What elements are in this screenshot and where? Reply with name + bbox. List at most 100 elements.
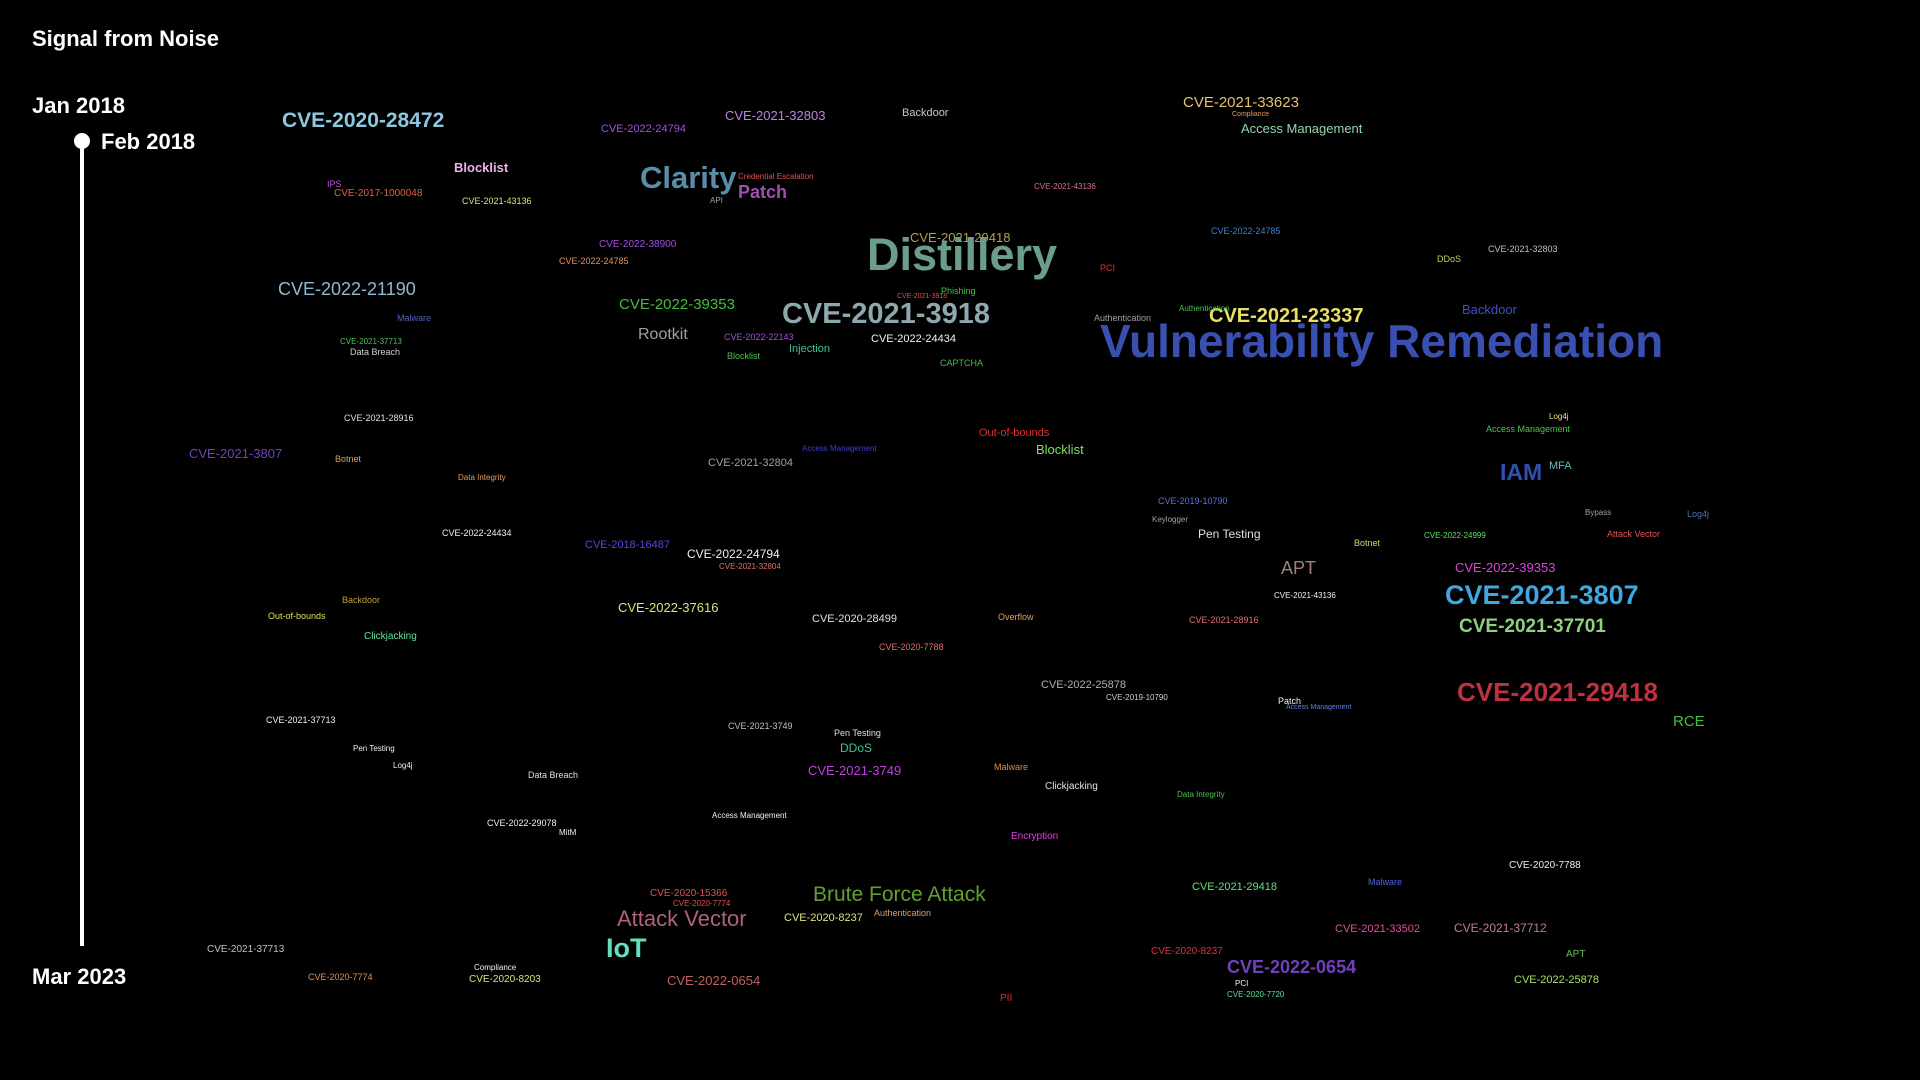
cloud-term[interactable]: CVE-2022-24785 [559,256,629,266]
cloud-term[interactable]: Botnet [1354,538,1381,548]
cloud-term[interactable]: CVE-2021-3749 [808,763,902,778]
cloud-term[interactable]: Credential Escalation [738,172,814,181]
cloud-term[interactable]: IoT [606,933,647,963]
cloud-term[interactable]: CVE-2022-24794 [601,123,687,135]
cloud-term[interactable]: Authentication [1094,313,1152,323]
cloud-term[interactable]: CVE-2021-3749 [728,721,793,731]
timeline-slider-handle[interactable] [74,133,90,149]
cloud-term[interactable]: Bypass [1585,508,1612,517]
timeline-slider-track[interactable] [80,140,84,946]
cloud-term[interactable]: CVE-2022-21190 [278,279,416,299]
cloud-term[interactable]: CVE-2021-37712 [1454,921,1547,935]
cloud-term[interactable]: CVE-2020-8203 [469,974,541,985]
cloud-term[interactable]: Phishing [941,286,976,296]
cloud-term[interactable]: Rootkit [638,326,688,343]
cloud-term[interactable]: CVE-2022-37616 [618,600,719,615]
cloud-term[interactable]: Distillery [867,229,1058,280]
cloud-term[interactable]: CVE-2022-0654 [1227,957,1357,977]
cloud-term[interactable]: DDoS [1437,254,1462,264]
cloud-term[interactable]: CVE-2021-28916 [1189,615,1259,625]
cloud-term[interactable]: Backdoor [342,595,381,605]
cloud-term[interactable]: CVE-2022-22143 [724,332,794,342]
cloud-term[interactable]: CVE-2022-24434 [871,333,957,345]
cloud-term[interactable]: CVE-2020-28499 [812,613,898,625]
cloud-term[interactable]: CVE-2020-7788 [1509,860,1581,871]
cloud-term[interactable]: Overflow [998,612,1034,622]
cloud-term[interactable]: IPS [327,179,342,189]
cloud-term[interactable]: CVE-2021-32803 [725,108,826,123]
cloud-term[interactable]: Malware [994,762,1029,772]
cloud-term[interactable]: Keylogger [1152,515,1189,524]
cloud-term[interactable]: CVE-2022-24785 [1211,226,1281,236]
cloud-term[interactable]: CVE-2021-3807 [1445,580,1639,610]
cloud-term[interactable]: Blocklist [454,160,509,175]
cloud-term[interactable]: Data Integrity [458,473,506,482]
cloud-term[interactable]: CVE-2022-25878 [1514,974,1600,986]
cloud-term[interactable]: CVE-2020-28472 [282,109,445,132]
cloud-term[interactable]: APT [1566,949,1586,960]
cloud-term[interactable]: PII [1000,993,1013,1004]
cloud-term[interactable]: IAM [1500,459,1543,485]
cloud-term[interactable]: CVE-2020-8237 [1151,946,1223,957]
cloud-term[interactable]: CVE-2018-16487 [585,539,671,551]
cloud-term[interactable]: Log4j [1687,509,1710,519]
cloud-term[interactable]: Malware [1368,877,1403,887]
cloud-term[interactable]: CVE-2020-7774 [673,899,731,908]
cloud-term[interactable]: Out-of-bounds [268,611,326,621]
cloud-term[interactable]: Authentication [1179,304,1230,313]
cloud-term[interactable]: CVE-2021-3918 [897,293,948,300]
cloud-term[interactable]: CVE-2021-43136 [1034,182,1096,191]
cloud-term[interactable]: CAPTCHA [940,358,984,368]
cloud-term[interactable]: CVE-2021-3918 [782,298,990,330]
cloud-term[interactable]: CVE-2021-37713 [266,715,336,725]
cloud-term[interactable]: CVE-2021-33502 [1335,923,1421,935]
cloud-term[interactable]: CVE-2021-37713 [340,337,402,346]
cloud-term[interactable]: Access Management [1241,121,1363,136]
cloud-term[interactable]: CVE-2019-10790 [1158,496,1228,506]
cloud-term[interactable]: CVE-2022-39353 [619,296,735,313]
cloud-term[interactable]: CVE-2022-24794 [687,547,780,561]
cloud-term[interactable]: CVE-2021-32804 [708,457,794,469]
cloud-term[interactable]: Data Integrity [1177,790,1225,799]
cloud-term[interactable]: Access Management [802,444,877,453]
cloud-term[interactable]: Malware [397,313,432,323]
cloud-term[interactable]: Data Breach [528,770,579,780]
cloud-term[interactable]: CVE-2022-24434 [442,528,512,538]
cloud-term[interactable]: Attack Vector [617,906,747,931]
cloud-term[interactable]: Out-of-bounds [979,427,1050,439]
cloud-term[interactable]: CVE-2022-0654 [667,973,761,988]
cloud-term[interactable]: CVE-2020-7788 [879,642,944,652]
cloud-term[interactable]: Compliance [1232,111,1269,118]
cloud-term[interactable]: CVE-2021-23337 [1209,305,1364,327]
cloud-term[interactable]: Patch [1278,696,1302,706]
cloud-term[interactable]: MitM [559,828,577,837]
cloud-term[interactable]: CVE-2022-38900 [599,239,677,250]
cloud-term[interactable]: PCI [1235,979,1249,988]
cloud-term[interactable]: CVE-2021-29418 [1192,881,1278,893]
cloud-term[interactable]: CVE-2021-37713 [207,944,285,955]
cloud-term[interactable]: Backdoor [1462,302,1517,317]
cloud-term[interactable]: RCE [1673,713,1705,730]
cloud-term[interactable]: Access Management [1286,704,1352,711]
cloud-term[interactable]: CVE-2021-29418 [910,230,1011,245]
cloud-term[interactable]: CVE-2021-43136 [462,196,532,206]
cloud-term[interactable]: DDoS [840,741,873,755]
cloud-term[interactable]: Blocklist [1036,442,1084,457]
cloud-term[interactable]: MFA [1549,460,1572,472]
cloud-term[interactable]: CVE-2021-32804 [719,562,781,571]
cloud-term[interactable]: CVE-2020-15366 [650,888,728,899]
cloud-term[interactable]: CVE-2020-8237 [784,912,863,924]
cloud-term[interactable]: Clickjacking [364,631,417,642]
cloud-term[interactable]: Authentication [874,908,932,918]
cloud-term[interactable]: Botnet [335,454,362,464]
cloud-term[interactable]: CVE-2019-10790 [1106,693,1168,702]
cloud-term[interactable]: Vulnerability Remediation [1100,315,1664,367]
cloud-term[interactable]: APT [1281,558,1317,578]
cloud-term[interactable]: Log4j [1549,412,1569,421]
cloud-term[interactable]: Access Management [712,811,787,820]
cloud-term[interactable]: Pen Testing [353,744,395,753]
cloud-term[interactable]: Injection [789,343,830,355]
cloud-term[interactable]: Clarity [640,160,737,195]
cloud-term[interactable]: CVE-2021-37701 [1459,616,1606,637]
cloud-term[interactable]: PCI [1100,263,1116,273]
